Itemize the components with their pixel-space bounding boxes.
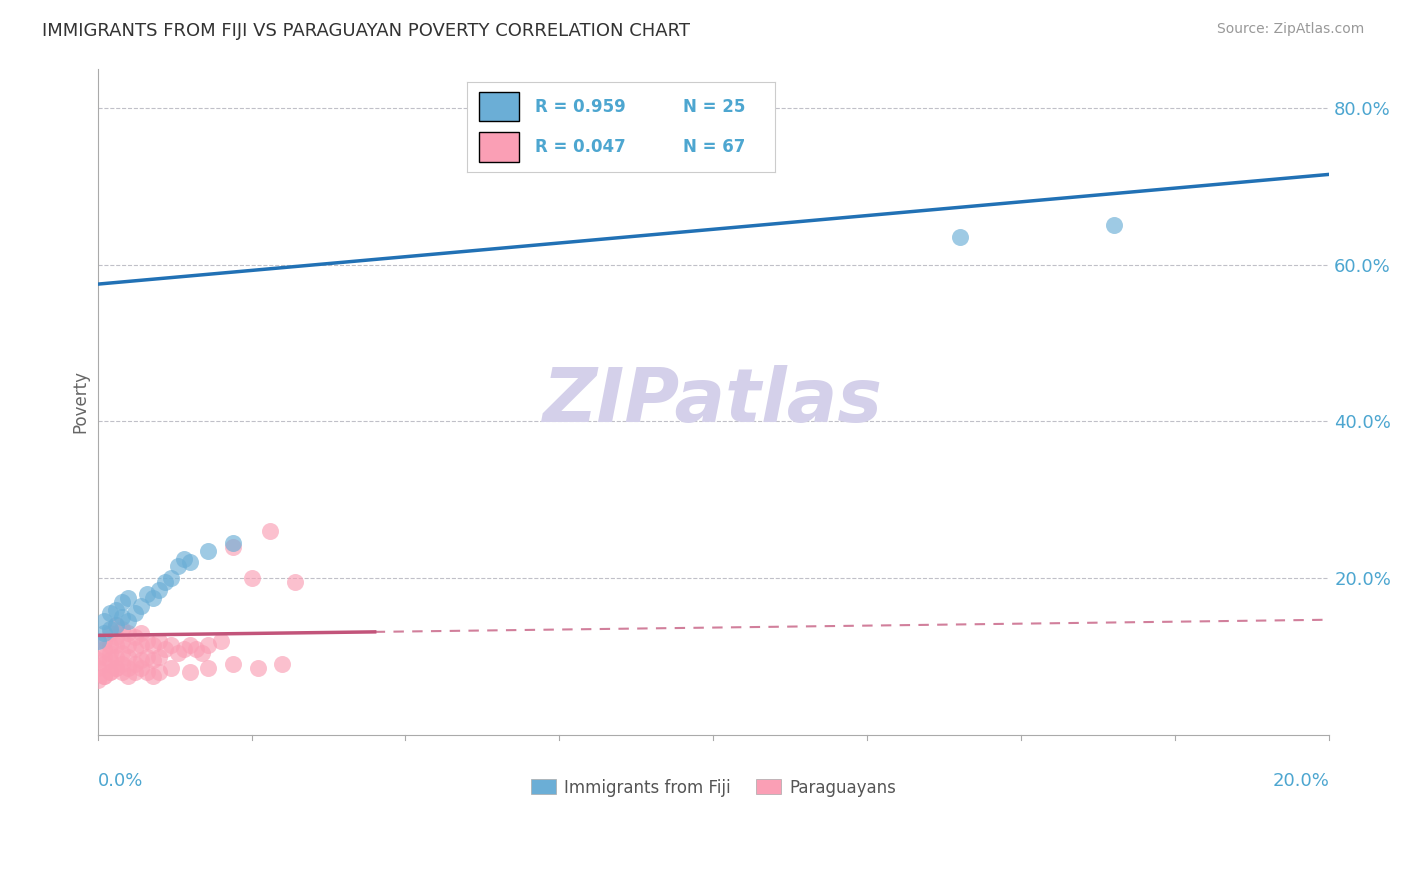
Point [179,556,201,570]
Point [98,622,121,636]
Text: 20.0%: 20.0% [1272,772,1329,789]
Point [105,661,128,675]
Point [166,646,188,660]
Point [197,638,219,652]
Point [222,657,245,672]
Point [129,653,152,667]
Point [105,649,128,664]
Point [117,615,139,629]
Point [105,618,128,632]
Point [209,633,232,648]
Point [111,610,134,624]
Point [271,657,294,672]
Point [117,626,139,640]
Point [117,661,139,675]
Point [173,641,195,656]
Point [155,575,177,590]
Point [246,661,269,675]
Point [93,669,115,683]
Point [93,669,115,683]
Point [105,618,128,632]
Text: 0.0%: 0.0% [97,772,143,789]
Point [155,641,177,656]
Text: ZIPatlas: ZIPatlas [543,365,883,438]
Point [124,665,146,680]
Point [105,638,128,652]
Point [142,591,165,605]
Point [135,665,157,680]
Point [98,607,121,621]
Text: Source: ZipAtlas.com: Source: ZipAtlas.com [1216,22,1364,37]
Point [105,602,128,616]
Point [117,649,139,664]
Point [222,536,245,550]
Point [98,665,121,680]
Point [111,622,134,636]
Point [93,649,115,664]
Point [259,524,281,538]
Point [148,649,170,664]
Point [124,630,146,644]
Point [86,653,108,667]
Point [124,657,146,672]
Point [98,653,121,667]
Point [148,633,170,648]
Point [111,595,134,609]
Point [160,571,183,585]
Point [93,633,115,648]
Point [160,638,183,652]
Point [197,661,219,675]
Point [111,665,134,680]
Point [129,638,152,652]
Point [93,626,115,640]
Point [179,665,201,680]
Point [98,638,121,652]
Point [111,657,134,672]
Point [197,543,219,558]
Point [148,582,170,597]
Point [98,626,121,640]
Point [86,633,108,648]
Point [148,665,170,680]
Point [166,559,188,574]
Point [111,633,134,648]
Point [129,626,152,640]
Point [86,661,108,675]
Point [117,638,139,652]
Point [111,646,134,660]
Point [129,661,152,675]
Point [124,641,146,656]
Point [142,669,165,683]
Text: IMMIGRANTS FROM FIJI VS PARAGUAYAN POVERTY CORRELATION CHART: IMMIGRANTS FROM FIJI VS PARAGUAYAN POVER… [42,22,690,40]
Point [135,649,157,664]
Point [142,653,165,667]
Point [93,657,115,672]
Point [135,587,157,601]
Point [191,646,214,660]
Point [179,638,201,652]
Point [1102,219,1125,233]
Point [135,633,157,648]
Point [173,551,195,566]
Point [98,646,121,660]
Point [129,599,152,613]
Legend: Immigrants from Fiji, Paraguayans: Immigrants from Fiji, Paraguayans [524,772,903,804]
Point [117,591,139,605]
Point [105,661,128,675]
Point [222,540,245,554]
Point [93,641,115,656]
Point [160,661,183,675]
Point [240,571,263,585]
Point [184,641,207,656]
Point [105,630,128,644]
Point [124,607,146,621]
Y-axis label: Poverty: Poverty [72,370,89,434]
Point [142,638,165,652]
Point [949,230,972,244]
Point [86,673,108,687]
Point [98,665,121,680]
Point [93,615,115,629]
Point [117,669,139,683]
Point [284,575,307,590]
